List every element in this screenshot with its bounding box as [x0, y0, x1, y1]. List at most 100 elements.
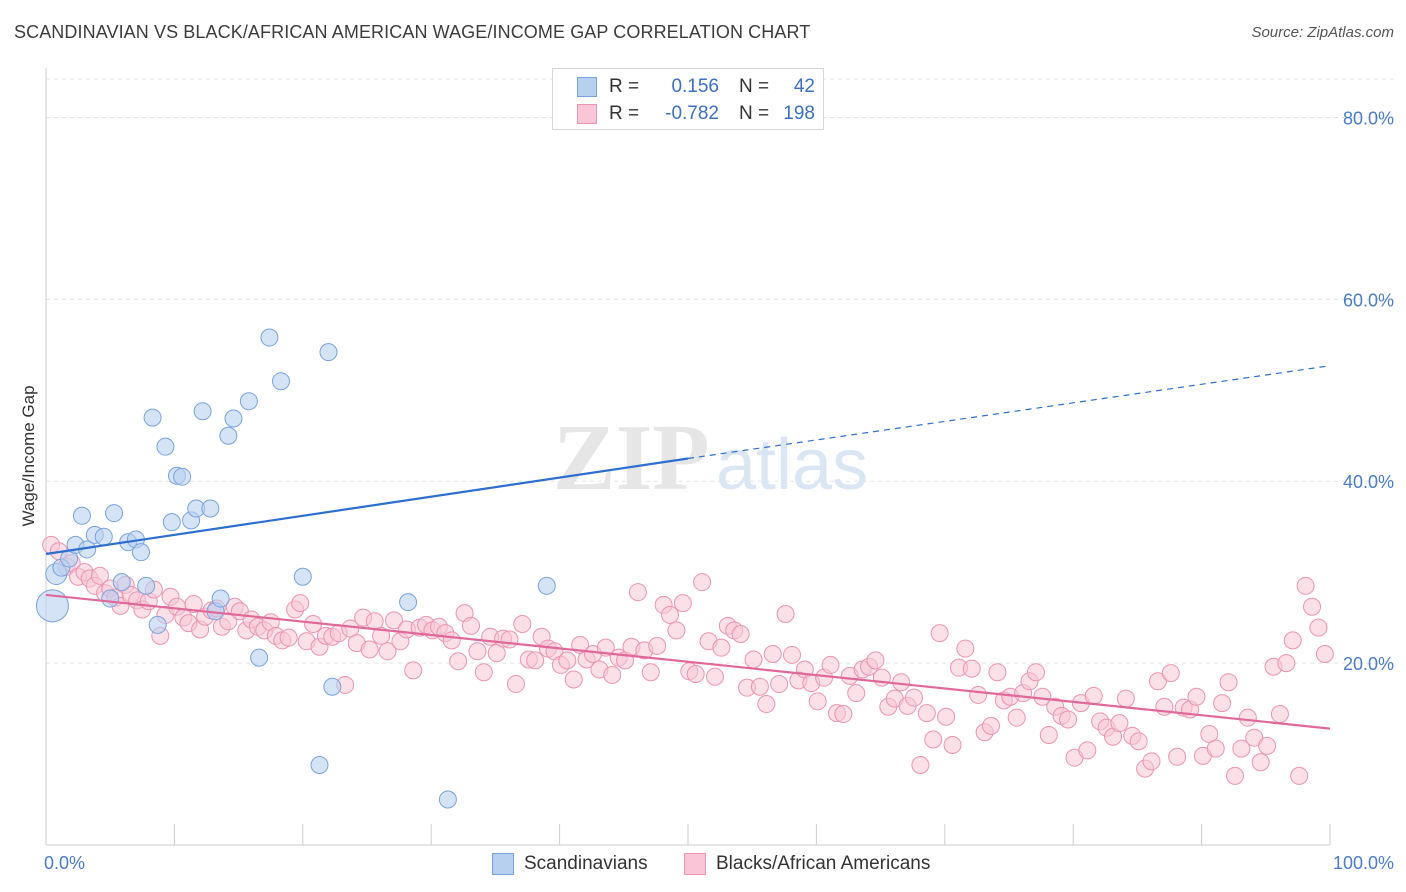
point-blacks-african-americans: [628, 583, 647, 602]
point-blacks-african-americans: [474, 663, 493, 682]
trend-line-blacks-african-americans: [45, 593, 1331, 730]
point-blacks-african-americans: [1309, 618, 1328, 637]
point-blacks-african-americans: [770, 675, 789, 694]
point-blacks-african-americans: [776, 605, 795, 624]
point-blacks-african-americans: [705, 667, 724, 686]
point-blacks-african-americans: [731, 625, 750, 644]
point-scandinavians: [156, 437, 175, 456]
point-scandinavians: [211, 589, 230, 608]
chart-title: SCANDINAVIAN VS BLACK/AFRICAN AMERICAN W…: [14, 22, 811, 42]
point-blacks-african-americans: [378, 642, 397, 661]
legend-r-label: R =: [609, 76, 640, 97]
point-scandinavians: [162, 513, 181, 532]
point-blacks-african-americans: [526, 651, 545, 670]
point-blacks-african-americans: [917, 704, 936, 723]
point-blacks-african-americans: [1245, 728, 1264, 747]
point-blacks-african-americans: [750, 677, 769, 696]
point-scandinavians: [537, 576, 556, 595]
point-scandinavians: [105, 504, 124, 523]
trend-lines: [45, 365, 1331, 730]
point-blacks-african-americans: [969, 685, 988, 704]
chart-source: Source: ZipAtlas.com: [1251, 24, 1394, 41]
point-blacks-african-americans: [513, 615, 532, 634]
point-scandinavians: [148, 615, 167, 634]
point-scandinavians: [399, 593, 418, 612]
legend-r-value: 0.156: [671, 76, 719, 97]
point-blacks-african-americans: [468, 642, 487, 661]
point-blacks-african-americans: [847, 684, 866, 703]
axes: 20.0% 40.0% 60.0% 80.0% 0.0% 100.0%: [44, 68, 1394, 873]
point-scandinavians: [193, 402, 212, 421]
point-blacks-african-americans: [712, 638, 731, 657]
y-axis-title: Wage/Income Gap: [19, 385, 38, 526]
point-blacks-african-americans: [924, 730, 943, 749]
point-blacks-african-americans: [1251, 753, 1270, 772]
point-blacks-african-americans: [603, 665, 622, 684]
point-blacks-african-americans: [1116, 689, 1135, 708]
point-blacks-african-americans: [930, 624, 949, 643]
point-blacks-african-americans: [449, 652, 468, 671]
point-blacks-african-americans: [1148, 672, 1167, 691]
point-scandinavians: [310, 755, 329, 774]
point-blacks-african-americans: [821, 655, 840, 674]
legend-r-label: R =: [609, 103, 640, 124]
point-blacks-african-americans: [1206, 739, 1225, 758]
point-blacks-african-americans: [648, 636, 667, 655]
legend-r-value: -0.782: [665, 103, 719, 124]
point-blacks-african-americans: [744, 650, 763, 669]
point-blacks-african-americans: [1213, 694, 1232, 713]
point-blacks-african-americans: [564, 670, 583, 689]
legend-swatch-pink: [577, 104, 597, 124]
point-blacks-african-americans: [641, 663, 660, 682]
point-blacks-african-americans: [911, 755, 930, 774]
point-blacks-african-americans: [1007, 708, 1026, 727]
point-blacks-african-americans: [291, 594, 310, 613]
trend-line-scandinavians: [45, 457, 689, 556]
point-blacks-african-americans: [757, 695, 776, 714]
point-blacks-african-americans: [693, 573, 712, 592]
point-blacks-african-americans: [1039, 725, 1058, 744]
legend-swatch-blue: [577, 77, 597, 97]
point-scandinavians: [323, 677, 342, 696]
point-blacks-african-americans: [1129, 732, 1148, 751]
point-blacks-african-americans: [1258, 736, 1277, 755]
point-blacks-african-americans: [1296, 576, 1315, 595]
point-blacks-african-americans: [834, 705, 853, 724]
point-blacks-african-americans: [956, 639, 975, 658]
point-blacks-african-americans: [1078, 741, 1097, 760]
point-blacks-african-americans: [1315, 645, 1334, 664]
point-blacks-african-americans: [1283, 631, 1302, 650]
legend-n-value: 42: [793, 76, 815, 97]
x-tick-label-max: 100.0%: [1333, 853, 1394, 873]
point-blacks-african-americans: [1270, 705, 1289, 724]
point-blacks-african-americans: [1026, 663, 1045, 682]
bottom-legend-blacks-african-americans: Blacks/African Americans: [684, 852, 930, 876]
point-blacks-african-americans: [667, 621, 686, 640]
point-blacks-african-americans: [892, 673, 911, 692]
point-blacks-african-americans: [904, 688, 923, 707]
point-blacks-african-americans: [866, 651, 885, 670]
point-scandinavians: [260, 328, 279, 347]
point-scandinavians: [143, 408, 162, 427]
point-blacks-african-americans: [500, 630, 519, 649]
bottom-legend-swatch-blue: [492, 853, 514, 875]
point-blacks-african-americans: [1277, 654, 1296, 673]
point-scandinavians: [72, 506, 91, 525]
point-scandinavians: [219, 426, 238, 445]
point-blacks-african-americans: [360, 640, 379, 659]
y-tick-label: 60.0%: [1343, 290, 1394, 310]
point-blacks-african-americans: [962, 659, 981, 678]
point-blacks-african-americans: [1142, 752, 1161, 771]
watermark: ZIP atlas: [553, 406, 868, 510]
legend-n-label: N =: [739, 103, 770, 124]
point-blacks-african-americans: [1232, 739, 1251, 758]
y-tick-label: 80.0%: [1343, 108, 1394, 128]
series-scandinavians-points: [35, 328, 556, 809]
y-tick-label: 40.0%: [1343, 472, 1394, 492]
point-blacks-african-americans: [279, 628, 298, 647]
point-blacks-african-americans: [1084, 686, 1103, 705]
point-scandinavians: [250, 648, 269, 667]
point-blacks-african-americans: [1059, 710, 1078, 729]
point-scandinavians: [94, 527, 113, 546]
